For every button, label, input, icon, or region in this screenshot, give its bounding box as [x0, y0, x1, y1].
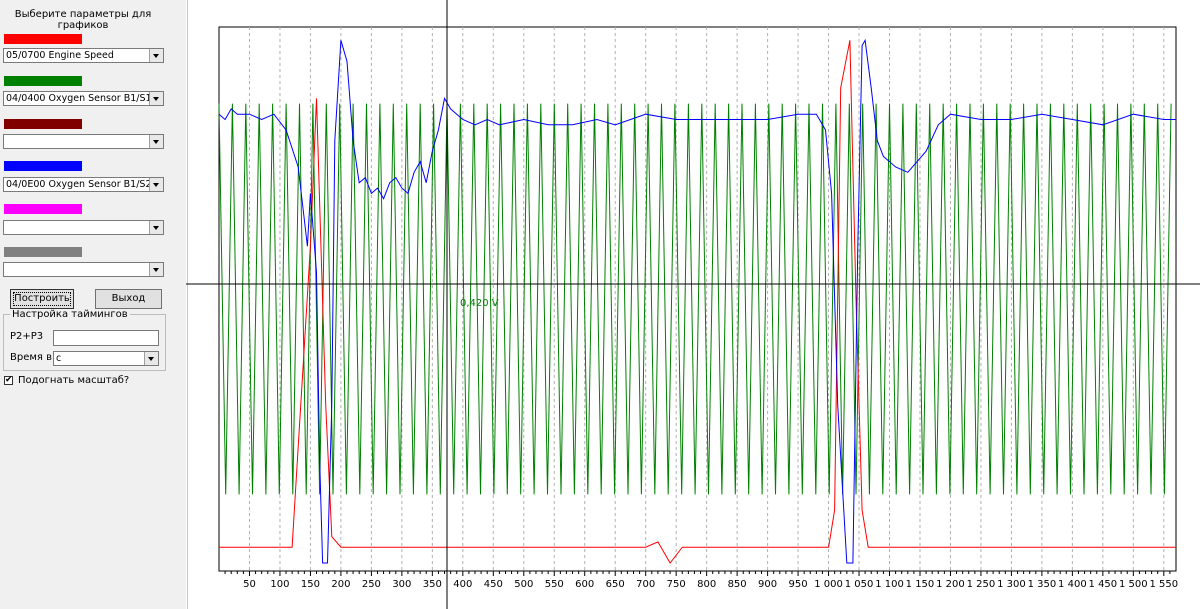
x-tick-label: 400: [453, 579, 472, 590]
x-tick-label: 800: [697, 579, 716, 590]
chevron-down-icon[interactable]: [149, 263, 163, 276]
x-tick-label: 50: [243, 579, 256, 590]
series-1-color-swatch: [4, 34, 82, 44]
x-tick-label: 350: [423, 579, 442, 590]
x-tick-label: 1 550: [1149, 579, 1178, 590]
chevron-down-icon[interactable]: [149, 49, 163, 62]
x-tick-label: 300: [392, 579, 411, 590]
chevron-down-icon[interactable]: [149, 135, 163, 148]
x-tick-label: 1 050: [845, 579, 874, 590]
x-tick-label: 200: [331, 579, 350, 590]
time-unit-select[interactable]: с: [53, 351, 159, 366]
chart-svg[interactable]: 50 100 150 200 250 300 350 400 450 500 550 600 650 70…: [186, 0, 1200, 609]
plot-frame: [218, 26, 1177, 572]
series-2-color-swatch: [4, 76, 82, 86]
panel-title: Выберите параметры для графиков: [14, 9, 152, 31]
x-tick-label: 750: [667, 579, 686, 590]
checkmark-icon: ✔: [5, 375, 13, 385]
x-tick-label: 1 000: [814, 579, 843, 590]
series-line-oxygen-sensor-b1s1: [218, 103, 1172, 495]
x-tick-label: 600: [575, 579, 594, 590]
x-tick-label: 1 500: [1119, 579, 1148, 590]
cursor-value-label: 0,420 V: [460, 298, 499, 309]
series-4-select[interactable]: 04/0E00 Oxygen Sensor B1/S2: [3, 177, 164, 192]
chevron-down-icon[interactable]: [144, 352, 158, 365]
x-tick-label: 1 400: [1058, 579, 1087, 590]
x-tick-label: 1 250: [967, 579, 996, 590]
x-tick-label: 250: [362, 579, 381, 590]
series-4-select-value: 04/0E00 Oxygen Sensor B1/S2: [6, 179, 152, 190]
series-5-color-swatch: [4, 204, 82, 214]
parameter-panel: Выберите параметры для графиков 05/0700 …: [0, 0, 186, 609]
series-2-select-value: 04/0400 Oxygen Sensor B1/S1: [6, 93, 152, 104]
time-unit-select-value: с: [56, 353, 62, 364]
x-tick-label: 950: [789, 579, 808, 590]
chart-area[interactable]: 50 100 150 200 250 300 350 400 450 500 550 600 650 70…: [186, 0, 1200, 609]
time-unit-label: Время в: [10, 352, 52, 363]
build-button[interactable]: Построить: [10, 289, 74, 309]
series-6-select[interactable]: [3, 262, 164, 277]
series-5-select[interactable]: [3, 220, 164, 235]
x-tick-label: 550: [545, 579, 564, 590]
p2p3-input[interactable]: [53, 330, 159, 346]
x-tick-label: 700: [636, 579, 655, 590]
x-tick-label: 500: [514, 579, 533, 590]
chevron-down-icon[interactable]: [149, 92, 163, 105]
series-3-select[interactable]: [3, 134, 164, 149]
timings-group-title: Настройка таймингов: [10, 309, 130, 320]
series-2-select[interactable]: 04/0400 Oxygen Sensor B1/S1: [3, 91, 164, 106]
fit-scale-checkbox[interactable]: ✔: [4, 376, 13, 385]
series-1-select-value: 05/0700 Engine Speed: [6, 50, 114, 61]
x-tick-label: 1 300: [997, 579, 1026, 590]
x-tick-label: 650: [606, 579, 625, 590]
chevron-down-icon[interactable]: [149, 221, 163, 234]
x-tick-label: 100: [270, 579, 289, 590]
timings-group: Настройка таймингов P2+P3 Время в с: [3, 309, 166, 371]
series-line-engine-speed: [219, 40, 1176, 564]
exit-button[interactable]: Выход: [95, 289, 162, 309]
x-tick-label: 1 200: [936, 579, 965, 590]
x-tick-label: 150: [301, 579, 320, 590]
series-1-select[interactable]: 05/0700 Engine Speed: [3, 48, 164, 63]
x-tick-label: 1 450: [1089, 579, 1118, 590]
x-tick-label: 1 100: [875, 579, 904, 590]
chart-divider: [187, 0, 188, 609]
x-tick-label: 1 350: [1028, 579, 1057, 590]
fit-scale-label: Подогнать масштаб?: [18, 375, 130, 386]
p2p3-label: P2+P3: [10, 331, 44, 342]
x-tick-label: 1 150: [906, 579, 935, 590]
x-tick-label: 450: [484, 579, 503, 590]
x-tick-label: 900: [758, 579, 777, 590]
series-line-oxygen-sensor-b1s2: [218, 38, 1176, 564]
series-6-color-swatch: [4, 247, 82, 257]
series-4-color-swatch: [4, 161, 82, 171]
series-3-color-swatch: [4, 119, 82, 129]
chevron-down-icon[interactable]: [149, 178, 163, 191]
x-tick-label: 850: [728, 579, 747, 590]
